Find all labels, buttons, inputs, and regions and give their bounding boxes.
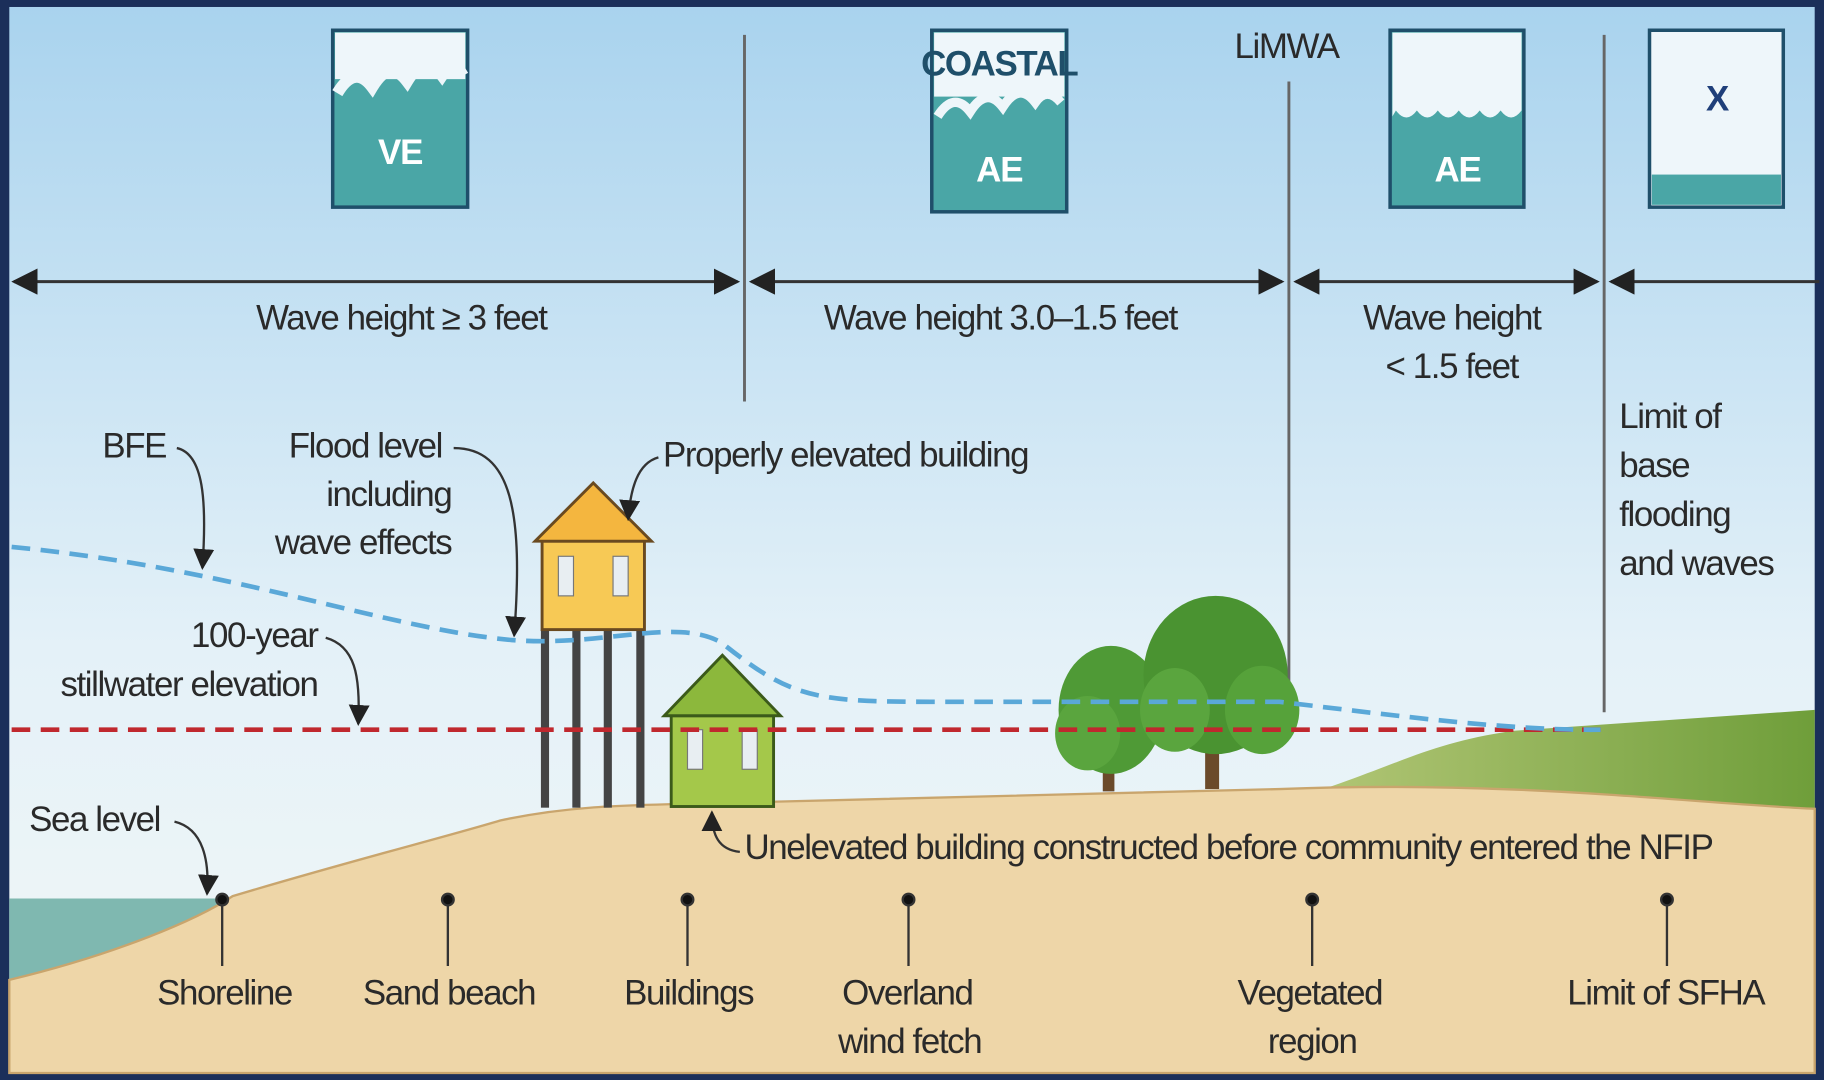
ground-label: Buildings <box>624 973 754 1012</box>
callout-arrow <box>619 456 659 522</box>
ground-label: Limit of SFHA <box>1567 973 1766 1012</box>
ground-label: Overland <box>842 973 972 1012</box>
limwa-label: LiMWA <box>1235 27 1341 66</box>
callout: 100-year <box>191 616 319 655</box>
callout-arrow <box>701 810 740 854</box>
range-label: Wave height ≥ 3 feet <box>256 298 548 337</box>
range-label: and waves <box>1619 544 1774 583</box>
zone-label: AE <box>1434 150 1480 189</box>
zone-icon-ve: VE <box>330 28 470 209</box>
range-label: base <box>1619 446 1689 485</box>
callout: wave effects <box>274 523 452 562</box>
callout-arrow <box>325 636 370 726</box>
range-label: flooding <box>1619 495 1730 534</box>
zone-label: X <box>1706 79 1729 118</box>
callout: stillwater elevation <box>60 665 317 704</box>
ground-pins <box>215 892 1674 966</box>
zone-label: AE <box>976 150 1022 189</box>
zone-badge: COASTAL <box>921 45 1078 84</box>
zone-label: VE <box>378 133 422 172</box>
ground-label: Shoreline <box>157 973 292 1012</box>
callout-arrow <box>176 446 215 571</box>
elevated-building <box>531 480 655 808</box>
zone-icon-ae: AE <box>1388 28 1526 209</box>
ground-label: Vegetated <box>1238 973 1383 1012</box>
zone-icon-x: X <box>1647 28 1786 209</box>
callout: Properly elevated building <box>663 436 1028 475</box>
callout: Unelevated building constructed before c… <box>744 828 1712 867</box>
ground-label: Sand beach <box>363 973 535 1012</box>
callout: Flood level <box>289 426 442 465</box>
callout: Sea level <box>29 800 160 839</box>
range-label: Wave height <box>1363 298 1542 337</box>
callout-arrow <box>174 820 219 896</box>
ground-label: wind fetch <box>837 1022 981 1061</box>
range-label: Wave height 3.0–1.5 feet <box>824 298 1179 337</box>
zone-icon-coastal-ae: COASTAL AE <box>921 28 1080 214</box>
callout: including <box>326 475 451 514</box>
callout-arrow <box>453 446 527 638</box>
range-label: Limit of <box>1619 397 1722 436</box>
callout: BFE <box>102 426 166 465</box>
sand <box>8 785 1816 1075</box>
ground-label: region <box>1268 1022 1357 1061</box>
range-label: < 1.5 feet <box>1386 347 1520 386</box>
bfe-line <box>11 544 1601 733</box>
